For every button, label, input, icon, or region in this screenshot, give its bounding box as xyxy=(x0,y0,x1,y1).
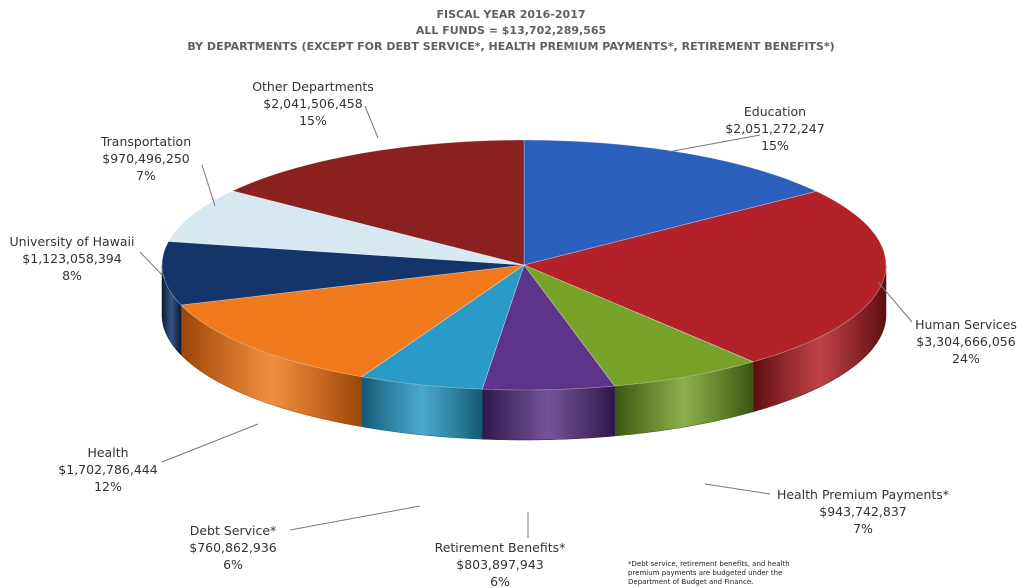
slice-label-retirement-benefits-amount: $803,897,943 xyxy=(456,557,543,572)
slice-label-health-premium-payments-amount: $943,742,837 xyxy=(819,504,906,519)
leader-line-human-services xyxy=(877,281,913,323)
leader-line-university-of-hawaii xyxy=(139,251,166,279)
slice-label-transportation-amount: $970,496,250 xyxy=(102,151,190,166)
pie-slice-health-premium-payments xyxy=(523,264,755,387)
footnote-line-1: *Debt service, retirement benefits, and … xyxy=(628,560,790,568)
pie-slice-health xyxy=(180,264,525,378)
slice-label-human-services-percent: 24% xyxy=(952,351,980,366)
slice-label-debt-service-percent: 6% xyxy=(223,557,243,572)
slice-label-health-name: Health xyxy=(87,445,128,460)
slice-label-health-premium-payments-name: Health Premium Payments* xyxy=(777,487,949,502)
slice-label-transportation-percent: 7% xyxy=(136,168,156,183)
leader-line-health xyxy=(161,423,259,463)
slice-label-education-name: Education xyxy=(744,104,806,119)
slice-label-university-of-hawaii-amount: $1,123,058,394 xyxy=(22,251,121,266)
leader-line-transportation xyxy=(201,164,216,207)
slice-label-health-amount: $1,702,786,444 xyxy=(58,462,157,477)
slice-label-retirement-benefits-name: Retirement Benefits* xyxy=(435,540,566,555)
slice-label-other-departments-percent: 15% xyxy=(299,113,327,128)
footnote-line-3: Department of Budget and Finance. xyxy=(628,578,753,586)
pie-slice-education xyxy=(523,139,818,266)
slice-label-debt-service-amount: $760,862,936 xyxy=(189,540,277,555)
chart-title-line-1: FISCAL YEAR 2016-2017 xyxy=(436,8,585,21)
footnote-line-2: premium payments are budgeted under the xyxy=(628,569,782,577)
pie-tops xyxy=(161,139,887,391)
slice-label-human-services-name: Human Services xyxy=(915,317,1017,332)
pie-side-3 xyxy=(481,385,615,441)
leader-line-education xyxy=(667,134,761,153)
slice-label-university-of-hawaii-percent: 8% xyxy=(62,268,82,283)
slice-label-health-percent: 12% xyxy=(94,479,122,494)
slice-label-debt-service-name: Debt Service* xyxy=(190,523,277,538)
chart-title-line-2: ALL FUNDS = $13,702,289,565 xyxy=(416,24,606,37)
slice-label-retirement-benefits-percent: 6% xyxy=(490,574,510,588)
slice-label-other-departments-amount: $2,041,506,458 xyxy=(263,96,362,111)
slice-label-health-premium-payments-percent: 7% xyxy=(853,521,873,536)
pie-slice-human-services xyxy=(523,190,887,363)
pie-slice-other-departments xyxy=(231,139,525,266)
pie-slice-retirement-benefits xyxy=(481,264,616,391)
slice-label-education-amount: $2,051,272,247 xyxy=(725,121,824,136)
slice-label-transportation-name: Transportation xyxy=(100,134,191,149)
pie-slice-transportation xyxy=(168,190,525,266)
slice-label-human-services-amount: $3,304,666,056 xyxy=(916,334,1015,349)
slice-label-other-departments-name: Other Departments xyxy=(252,79,374,94)
leader-line-other-departments xyxy=(364,105,379,139)
slice-labels: Education $2,051,272,247 15% Human Services… xyxy=(10,79,1017,588)
leader-line-debt-service xyxy=(289,505,421,531)
slice-label-university-of-hawaii-name: University of Hawaii xyxy=(10,234,135,249)
pie-slice-university-of-hawaii xyxy=(161,241,525,306)
leader-line-health-premium-payments xyxy=(704,483,771,495)
chart-title-line-3: BY DEPARTMENTS (EXCEPT FOR DEBT SERVICE*… xyxy=(187,40,834,53)
leader-lines xyxy=(139,105,913,538)
slice-label-education-percent: 15% xyxy=(761,138,789,153)
pie-sides xyxy=(161,264,887,441)
pie-slice-debt-service xyxy=(361,264,525,390)
